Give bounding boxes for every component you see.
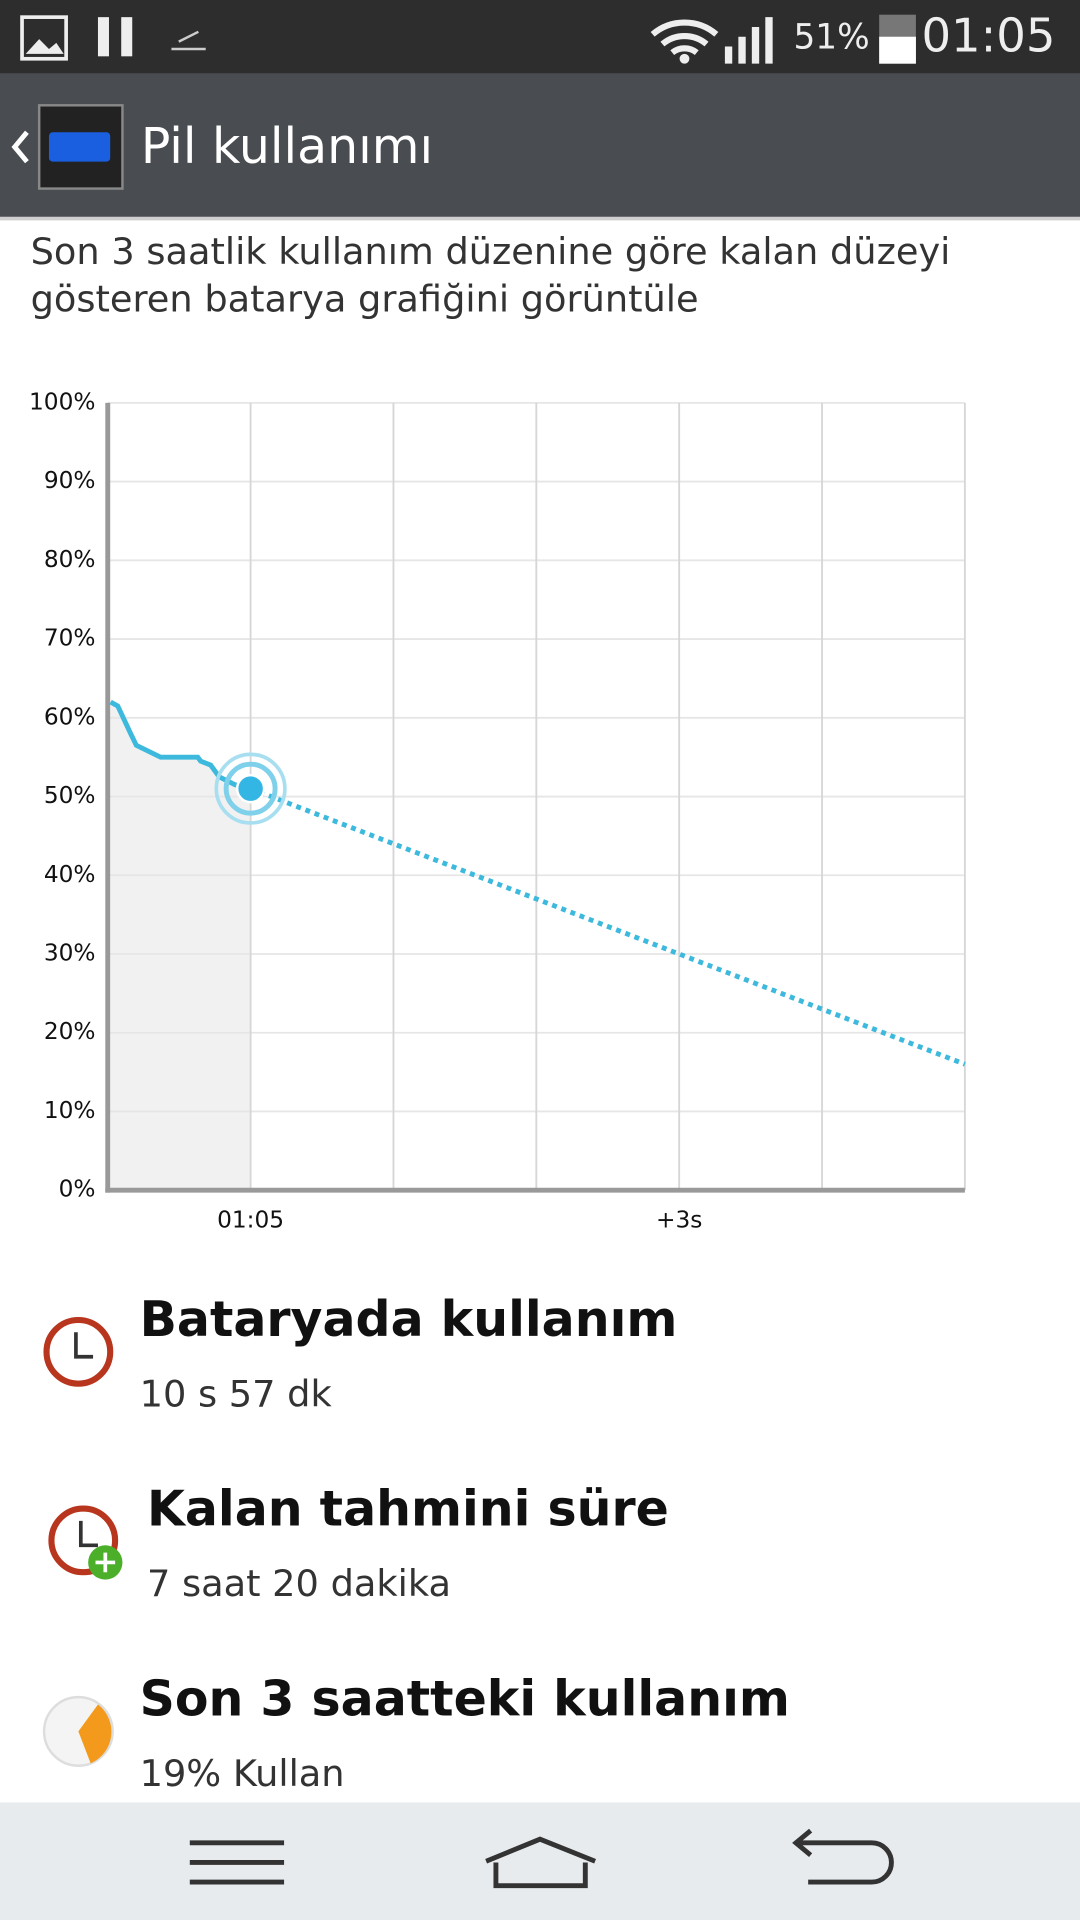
usb-icon [171,30,206,51]
signal-icon [724,17,773,64]
y-tick-label: 30% [44,939,96,966]
item-title: Bataryada kullanım [140,1291,678,1348]
y-tick-label: 20% [44,1018,96,1045]
x-tick-label: +3s [656,1206,702,1233]
y-tick-label: 100% [29,388,95,415]
status-bar [0,0,1080,74]
y-tick-label: 80% [44,546,96,573]
x-tick-label: 01:05 [217,1206,284,1233]
description: Son 3 saatlik kullanım düzenine göre kal… [31,230,951,273]
plus-badge [95,1552,116,1573]
description: gösteren batarya grafiğini görüntüle [31,278,699,321]
y-tick-label: 50% [44,782,96,809]
current-ring [223,761,278,816]
history-area [110,702,251,1191]
action-bar [0,73,1080,218]
y-tick-label: 70% [44,625,96,652]
gallery-icon-inner [25,39,64,54]
pie-icon-slice [78,1704,112,1764]
battery-level [879,36,916,64]
current-point [235,773,266,804]
screen-title: Pil kullanımı [141,118,433,175]
home-button[interactable] [485,1836,597,1889]
chart: 0% 10% 20% 30% 40% 50% 60% 70% 80% 90% 100% 01:05 +3… [29,388,966,1233]
y-tick-label: 10% [44,1097,96,1124]
wifi-icon [679,53,690,64]
y-tick-label: 0% [59,1176,96,1203]
gallery-icon [20,15,68,61]
clock-icon [43,1316,114,1387]
wifi-icon [650,19,719,56]
app-icon-battery [48,132,111,162]
clock-plus-icon-hands [78,1520,98,1548]
history-line [109,699,252,792]
action-bar-shadow [0,216,1080,221]
item-value: 10 s 57 dk [140,1372,333,1415]
clock-icon-hands [74,1332,94,1359]
navigation-bar [0,1802,1080,1920]
y-tick-label: 40% [44,861,96,888]
back-button[interactable] [792,1828,894,1885]
item-value: 19% Kullan [140,1752,345,1795]
forecast-line [249,786,966,1067]
y-tick-label: 60% [44,703,96,730]
battery-percent: 51% [793,18,869,58]
y-tick-label: 90% [44,467,96,494]
current-ring [214,752,287,825]
pause-icon [121,17,133,57]
back-arrow[interactable] [11,130,29,164]
clock: 01:05 [921,9,1055,63]
item-value: 7 saat 20 dakika [147,1562,451,1605]
menu-button[interactable] [189,1840,285,1885]
item-title: Son 3 saatteki kullanım [140,1671,790,1728]
item-title: Kalan tahmini süre [147,1481,669,1538]
pause-icon [97,17,109,57]
